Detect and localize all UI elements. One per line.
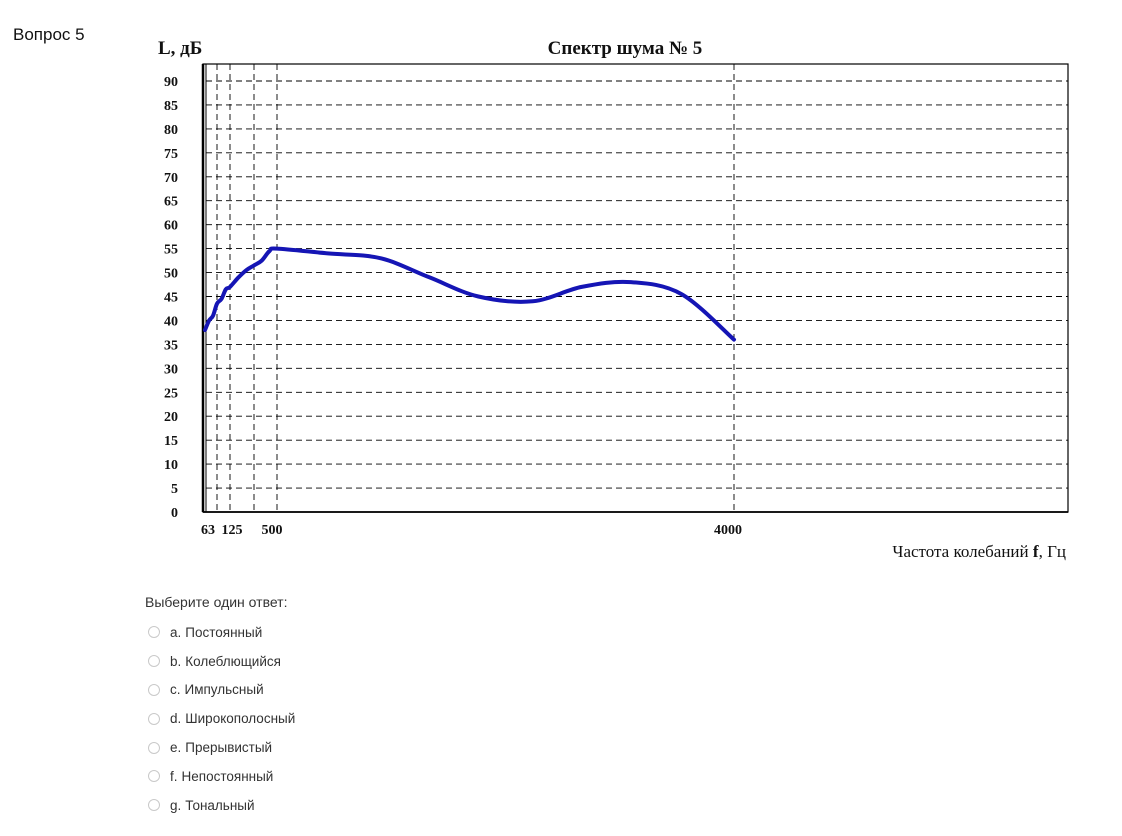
x-tick-label: 500: [262, 523, 283, 538]
radio-button[interactable]: [148, 770, 160, 783]
option-label: Широкополосный: [185, 711, 296, 727]
option-label: Импульсный: [184, 682, 264, 698]
chart-grid: [201, 63, 1069, 513]
option-letter: d.: [170, 711, 182, 727]
question-title: Вопрос 5: [13, 25, 85, 44]
radio-button[interactable]: [148, 799, 160, 812]
radio-button[interactable]: [148, 626, 160, 639]
y-tick-label: 80: [164, 123, 178, 138]
radio-button[interactable]: [148, 712, 160, 725]
x-axis-label: Частота колебаний f, Гц: [892, 542, 1066, 561]
answer-option-b[interactable]: b. Колеблющийся: [148, 647, 295, 676]
y-tick-label: 90: [164, 75, 178, 90]
x-tick-label: 4000: [714, 523, 742, 538]
y-tick-label: 85: [164, 99, 178, 114]
x-tick-label: 63: [201, 523, 215, 538]
y-tick-label: 40: [164, 314, 178, 329]
option-letter: f.: [170, 768, 178, 784]
y-axis-label: L, дБ: [158, 38, 202, 59]
y-tick-label: 45: [164, 291, 178, 306]
option-label: Прерывистый: [185, 740, 273, 756]
x-tick-labels: 63 125 500 4000: [201, 523, 742, 538]
option-letter: e.: [170, 740, 182, 756]
y-tick-label: 5: [171, 482, 178, 497]
y-tick-label: 0: [171, 506, 178, 521]
y-tick-label: 15: [164, 434, 178, 449]
option-label: Тональный: [185, 797, 255, 813]
y-tick-label: 30: [164, 362, 178, 377]
chart-title: Спектр шума № 5: [548, 38, 703, 59]
radio-button[interactable]: [148, 741, 160, 754]
option-label: Колеблющийся: [185, 653, 281, 669]
option-letter: c.: [170, 682, 181, 698]
answer-prompt: Выберите один ответ:: [145, 594, 288, 610]
option-label: Непостоянный: [181, 768, 274, 784]
option-letter: b.: [170, 653, 182, 669]
y-tick-label: 75: [164, 147, 178, 162]
answer-option-c[interactable]: c. Импульсный: [148, 676, 295, 705]
radio-button[interactable]: [148, 683, 160, 696]
y-tick-label: 65: [164, 195, 178, 210]
option-letter: a.: [170, 624, 182, 640]
y-tick-label: 60: [164, 219, 178, 234]
answer-option-d[interactable]: d. Широкополосный: [148, 704, 295, 733]
y-tick-label: 70: [164, 171, 178, 186]
answer-option-f[interactable]: f. Непостоянный: [148, 762, 295, 791]
noise-spectrum-chart: Спектр шума № 5 L, дБ 0 5 10 15 20 25 30 35 40 45…: [158, 38, 1069, 561]
y-tick-label: 20: [164, 410, 178, 425]
answer-options: a. Постоянный b. Колеблющийся c. Импульсный d.…: [148, 618, 295, 820]
x-tick-label: 125: [222, 523, 243, 538]
y-tick-labels: 0 5 10 15 20 25 30 35 40 45 50 55 60 65 70 75 80 85 90: [164, 75, 178, 521]
answer-option-a[interactable]: a. Постоянный: [148, 618, 295, 647]
answer-option-e[interactable]: e. Прерывистый: [148, 733, 295, 762]
y-tick-label: 35: [164, 338, 178, 353]
answer-option-g[interactable]: g. Тональный: [148, 791, 295, 820]
option-label: Постоянный: [185, 624, 263, 640]
y-tick-label: 50: [164, 267, 178, 282]
option-letter: g.: [170, 797, 182, 813]
radio-button[interactable]: [148, 655, 160, 668]
plot-frame: [202, 63, 1069, 513]
y-tick-label: 55: [164, 243, 178, 258]
y-tick-label: 10: [164, 458, 178, 473]
y-tick-label: 25: [164, 386, 178, 401]
series-lines: [203, 246, 736, 342]
noise-spectrum-line: [203, 246, 736, 342]
